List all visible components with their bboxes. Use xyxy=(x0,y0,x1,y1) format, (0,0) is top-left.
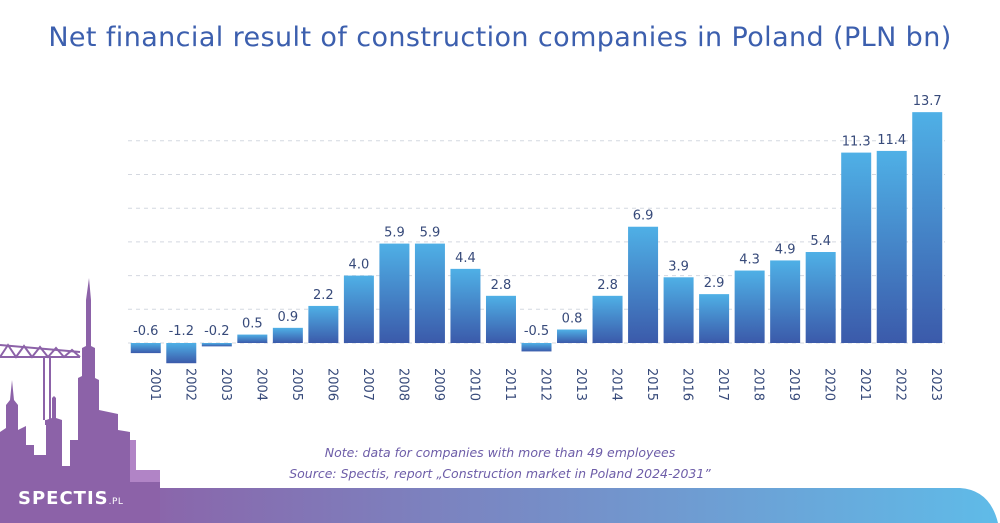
value-label-2023: 13.7 xyxy=(913,94,942,109)
bar-2018 xyxy=(734,270,765,343)
x-tick-2003: 2003 xyxy=(218,368,233,401)
x-tick-2008: 2008 xyxy=(395,368,410,401)
x-tick-2012: 2012 xyxy=(538,368,553,401)
value-label-2013: 0.8 xyxy=(562,312,583,327)
bar-2012 xyxy=(521,343,552,352)
source-text: Source: Spectis, report „Construction ma… xyxy=(289,466,711,481)
value-label-2007: 4.0 xyxy=(349,258,370,273)
bar-2021 xyxy=(841,152,872,343)
value-label-2005: 0.9 xyxy=(278,310,299,325)
bars xyxy=(130,112,943,364)
x-tick-2005: 2005 xyxy=(289,368,304,401)
x-tick-2022: 2022 xyxy=(893,368,908,401)
x-tick-2023: 2023 xyxy=(928,368,943,401)
x-tick-2019: 2019 xyxy=(786,368,801,401)
value-label-2022: 11.4 xyxy=(877,133,906,148)
value-label-2008: 5.9 xyxy=(384,226,405,241)
bar-2014 xyxy=(592,295,623,343)
x-tick-2001: 2001 xyxy=(147,368,162,401)
x-tick-2018: 2018 xyxy=(751,368,766,401)
x-tick-2014: 2014 xyxy=(609,368,624,401)
brand-suffix: .PL xyxy=(108,497,124,507)
bar-2005 xyxy=(272,327,303,343)
city-skyline-icon xyxy=(0,278,160,482)
x-tick-2020: 2020 xyxy=(822,368,837,401)
bar-2009 xyxy=(414,243,445,343)
value-label-2020: 5.4 xyxy=(810,234,831,249)
bar-2004 xyxy=(237,334,268,343)
bar-2001 xyxy=(130,343,161,354)
x-tick-2004: 2004 xyxy=(253,368,268,401)
bar-2022 xyxy=(876,150,907,343)
value-label-2019: 4.9 xyxy=(775,242,796,257)
bar-2023 xyxy=(912,112,943,343)
note-text: Note: data for companies with more than … xyxy=(324,445,676,460)
x-tick-labels: 2001 2002 2003 2004 2005 2006 2007 2008 2009 2010… xyxy=(147,368,943,401)
brand-name: SPECTIS xyxy=(18,488,109,509)
spectis-logo: SPECTIS.PL xyxy=(18,488,123,509)
x-tick-2009: 2009 xyxy=(431,368,446,401)
chart-notes: Note: data for companies with more than … xyxy=(0,442,1000,484)
bar-2007 xyxy=(343,275,374,343)
x-tick-2010: 2010 xyxy=(466,368,481,401)
x-tick-2006: 2006 xyxy=(324,368,339,401)
value-label-2016: 3.9 xyxy=(668,259,689,274)
value-label-2017: 2.9 xyxy=(704,276,725,291)
value-label-2021: 11.3 xyxy=(842,135,871,150)
bar-2003 xyxy=(201,343,232,347)
value-label-2018: 4.3 xyxy=(739,253,760,268)
value-label-2011: 2.8 xyxy=(491,278,512,293)
x-tick-2007: 2007 xyxy=(360,368,375,401)
value-labels: -0.6 -1.2 -0.2 0.5 0.9 2.2 4.0 5.9 5.9 4.4 2.8 -0.5… xyxy=(133,94,942,339)
value-label-2001: -0.6 xyxy=(133,324,158,339)
value-label-2006: 2.2 xyxy=(313,288,334,303)
bar-2019 xyxy=(770,260,801,343)
x-tick-2013: 2013 xyxy=(573,368,588,401)
footer-band xyxy=(120,488,998,523)
value-label-2014: 2.8 xyxy=(597,278,618,293)
bar-2011 xyxy=(485,295,516,343)
x-tick-2011: 2011 xyxy=(502,368,517,401)
bar-2013 xyxy=(557,329,588,343)
x-tick-2017: 2017 xyxy=(715,368,730,401)
value-label-2012: -0.5 xyxy=(524,324,549,339)
value-label-2004: 0.5 xyxy=(242,317,263,332)
bar-2016 xyxy=(663,277,694,343)
bar-2020 xyxy=(805,252,836,343)
bar-2015 xyxy=(628,226,659,343)
x-tick-2015: 2015 xyxy=(644,368,659,401)
value-label-2003: -0.2 xyxy=(204,324,229,339)
bar-2010 xyxy=(450,268,481,343)
value-label-2015: 6.9 xyxy=(633,209,654,224)
bar-2017 xyxy=(699,294,730,343)
value-label-2009: 5.9 xyxy=(420,226,441,241)
value-label-2002: -1.2 xyxy=(169,324,194,339)
bar-2002 xyxy=(166,343,197,364)
bar-2008 xyxy=(379,243,410,343)
chart-title: Net financial result of construction com… xyxy=(48,22,952,53)
bar-2006 xyxy=(308,305,339,343)
x-tick-2021: 2021 xyxy=(857,368,872,401)
value-label-2010: 4.4 xyxy=(455,251,476,266)
crane-icon xyxy=(0,343,81,425)
x-tick-2002: 2002 xyxy=(182,368,197,401)
x-tick-2016: 2016 xyxy=(680,368,695,401)
